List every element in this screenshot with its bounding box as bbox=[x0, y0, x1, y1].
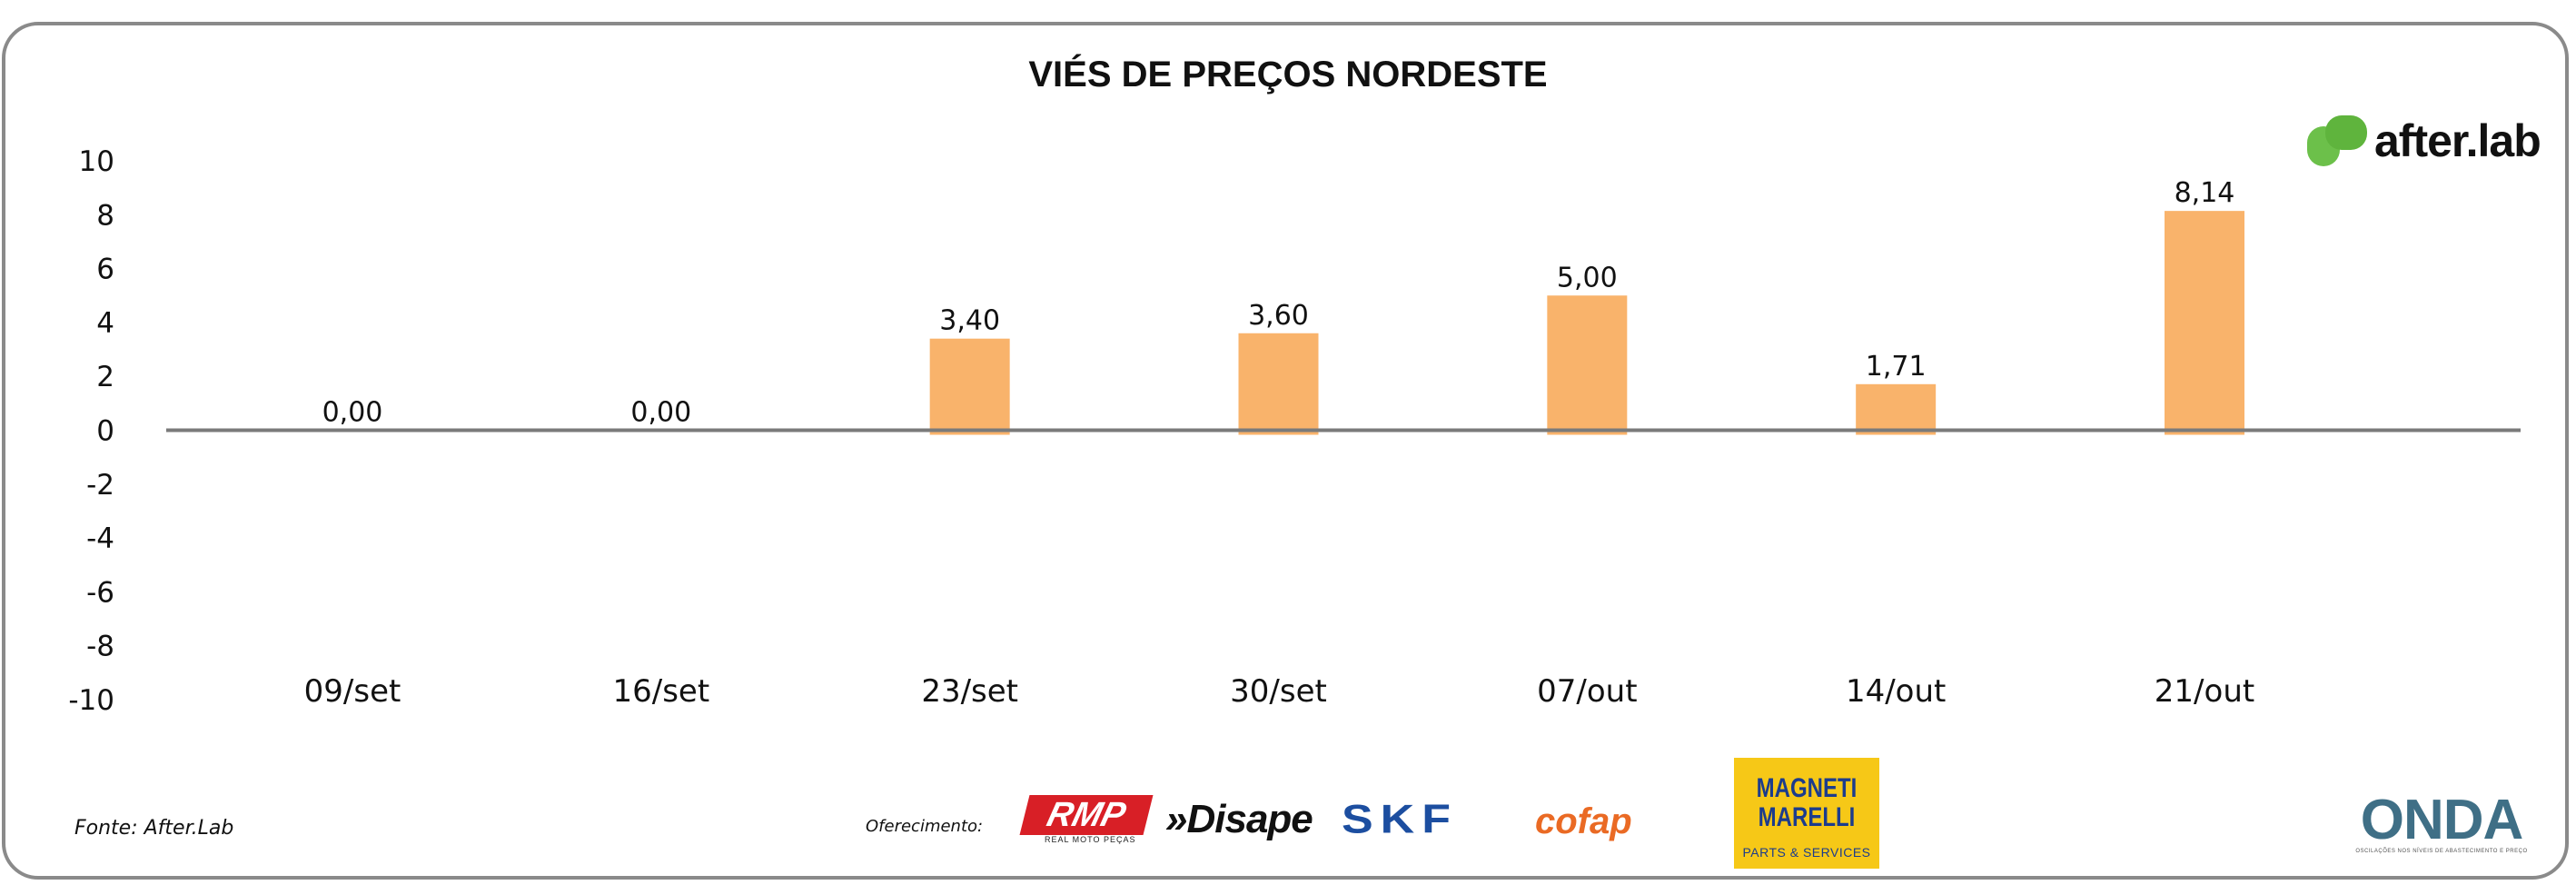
bar bbox=[929, 338, 1010, 435]
x-tick-label: 14/out bbox=[1846, 673, 1946, 710]
data-label: 3,60 bbox=[1248, 300, 1309, 332]
y-tick-label: -2 bbox=[86, 469, 114, 502]
y-tick-label: 10 bbox=[79, 145, 114, 178]
magneti-marelli-logo-subtitle: PARTS & SERVICES bbox=[1742, 845, 1871, 860]
source-note: Fonte: After.Lab bbox=[74, 817, 234, 840]
bar bbox=[1856, 383, 1937, 435]
y-tick-label: -6 bbox=[86, 576, 114, 609]
y-axis-ticks: 10 8 6 4 2 0 -2 -4 -6 -8 -10 bbox=[68, 145, 114, 717]
y-tick-label: 4 bbox=[96, 307, 114, 340]
x-tick-label: 23/set bbox=[921, 673, 1018, 710]
bars bbox=[929, 211, 2244, 435]
x-tick-label: 16/set bbox=[612, 673, 709, 710]
y-tick-label: -4 bbox=[86, 522, 114, 555]
y-tick-label: -10 bbox=[68, 684, 114, 717]
onda-logo-text: ONDA bbox=[2360, 789, 2524, 851]
data-label: 1,71 bbox=[1866, 351, 1927, 383]
disape-logo: »Disape bbox=[1165, 797, 1313, 841]
data-label: 0,00 bbox=[630, 397, 691, 429]
magneti-marelli-logo-text: MAGNETI MARELLI bbox=[1756, 773, 1858, 832]
rmp-logo: RMP REAL MOTO PEÇAS bbox=[1019, 795, 1154, 846]
afterlab-logo: after.lab bbox=[2305, 114, 2541, 168]
data-labels: 0,00 0,00 3,40 3,60 5,00 1,71 8,14 bbox=[322, 177, 2235, 428]
afterlab-logo-icon bbox=[2307, 115, 2367, 166]
y-tick-label: 6 bbox=[96, 254, 114, 286]
y-tick-label: 0 bbox=[96, 415, 114, 448]
y-tick-label: 2 bbox=[96, 361, 114, 393]
x-axis-ticks: 09/set 16/set 23/set 30/set 07/out 14/out 21/o… bbox=[304, 673, 2255, 710]
bar bbox=[1238, 333, 1319, 435]
sponsor-label: Oferecimento: bbox=[866, 817, 984, 836]
data-label: 5,00 bbox=[1557, 262, 1618, 293]
x-tick-label: 30/set bbox=[1230, 673, 1327, 710]
x-tick-label: 21/out bbox=[2155, 673, 2254, 710]
chart-card bbox=[2, 22, 2569, 880]
magneti-marelli-logo: MAGNETI MARELLI PARTS & SERVICES bbox=[1734, 758, 1879, 869]
x-tick-label: 09/set bbox=[304, 673, 401, 710]
afterlab-logo-text: after.lab bbox=[2374, 115, 2541, 166]
chart-title: VIÉS DE PREÇOS NORDESTE bbox=[1028, 55, 1548, 94]
x-tick-label: 07/out bbox=[1537, 673, 1637, 710]
onda-logo: ONDA OSCILAÇÕES NOS NÍVEIS DE ABASTECIME… bbox=[2351, 792, 2532, 861]
data-label: 3,40 bbox=[939, 305, 1000, 337]
y-tick-label: 8 bbox=[96, 199, 114, 232]
y-tick-label: -8 bbox=[86, 631, 114, 663]
rmp-logo-text: RMP bbox=[1019, 795, 1154, 835]
rmp-logo-subtitle: REAL MOTO PEÇAS bbox=[1045, 835, 1136, 844]
skf-logo: SKF bbox=[1342, 797, 1458, 842]
data-label: 8,14 bbox=[2175, 177, 2235, 209]
cofap-logo: cofap bbox=[1535, 801, 1632, 841]
bar bbox=[1547, 295, 1628, 435]
bar bbox=[2165, 211, 2244, 435]
onda-logo-subtitle: OSCILAÇÕES NOS NÍVEIS DE ABASTECIMENTO E… bbox=[2355, 849, 2528, 854]
data-label: 0,00 bbox=[322, 397, 383, 429]
